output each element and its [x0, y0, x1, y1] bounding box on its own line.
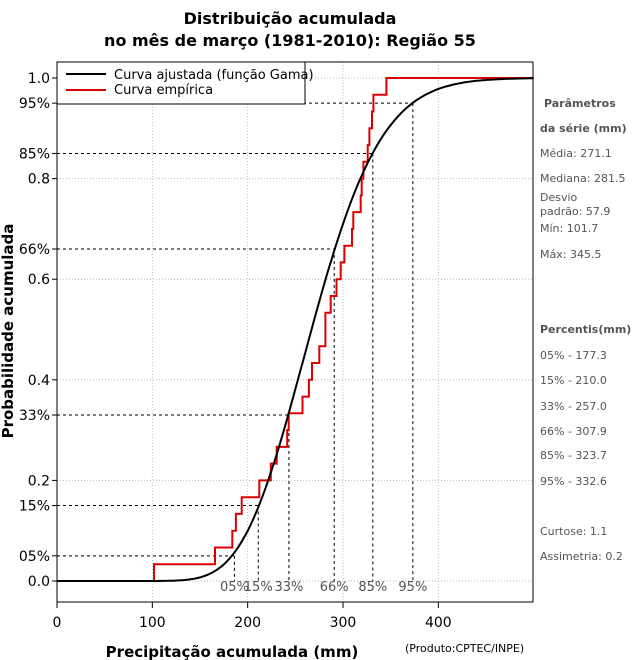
chart-title-line1: Distribuição acumulada	[184, 9, 397, 28]
y-tick-label-9: 85%	[19, 146, 50, 162]
y-tick-label-1: 05%	[19, 549, 50, 565]
percentil-66: 66% - 307.9	[540, 425, 607, 438]
y-tick-label-3: 0.2	[28, 473, 50, 489]
y-tick-label-8: 0.8	[28, 172, 50, 188]
percentile-label-15%: 15%	[244, 580, 273, 595]
plot-frame	[56, 61, 534, 603]
y-tick-label-10: 95%	[19, 96, 50, 112]
percentile-label-95%: 95%	[398, 580, 427, 595]
percentil-05: 05% - 177.3	[540, 349, 607, 362]
x-tick-label-4: 400	[425, 615, 452, 631]
params-title-2: da série (mm)	[540, 122, 627, 135]
y-tick-label-4: 33%	[19, 408, 50, 424]
legend: Curva ajustada (função Gama) Curva empír…	[56, 61, 314, 105]
percentil-15: 15% - 210.0	[540, 374, 607, 387]
stat-assimetria: Assimetria: 0.2	[540, 550, 623, 563]
legend-label-empirical: Curva empírica	[114, 83, 213, 98]
credit-text: (Produto:CPTEC/INPE)	[405, 642, 524, 655]
grid-lines	[57, 62, 533, 602]
y-tick-label-2: 15%	[19, 499, 50, 515]
percentile-label-05%: 05%	[220, 580, 249, 595]
y-tick-label-0: 0.0	[28, 574, 50, 590]
stat-media: Média: 271.1	[540, 147, 612, 160]
x-tick-label-2: 200	[234, 615, 261, 631]
percentis-title: Percentis(mm)	[540, 323, 631, 336]
x-axis: 0 100 200 300 400	[53, 602, 452, 631]
percentil-85: 85% - 323.7	[540, 449, 607, 462]
stat-min: Mín: 101.7	[540, 222, 598, 235]
percentile-labels: 05%15% 33% 66% 85% 95%	[220, 580, 427, 595]
chart-title-line2: no mês de março (1981-2010): Região 55	[104, 31, 476, 50]
params-title-1: Parâmetros	[544, 97, 616, 110]
x-tick-label-1: 100	[139, 615, 166, 631]
legend-label-gamma: Curva ajustada (função Gama)	[114, 68, 314, 83]
y-tick-label-11: 1.0	[28, 71, 50, 87]
percentile-guides	[57, 102, 414, 581]
y-tick-label-6: 0.6	[28, 272, 50, 288]
curves	[57, 77, 534, 582]
y-axis: 0.0 05% 15% 0.2 33% 0.4 0.6 66% 0.8 85% 95% 1.0	[19, 71, 57, 590]
percentil-95: 95% - 332.6	[540, 475, 607, 488]
y-axis-title: Probabilidade acumulada	[0, 224, 17, 439]
percentile-label-33%: 33%	[274, 580, 303, 595]
empirical-curve	[57, 77, 534, 582]
stat-max: Máx: 345.5	[540, 248, 601, 261]
gamma-fitted-curve	[57, 77, 534, 582]
legend-box	[56, 61, 306, 105]
stat-desvio-2: padrão: 57.9	[540, 205, 610, 218]
percentil-33: 33% - 257.0	[540, 400, 607, 413]
x-axis-title: Precipitação acumulada (mm)	[106, 643, 359, 660]
x-tick-label-0: 0	[53, 615, 62, 631]
x-tick-label-3: 300	[330, 615, 357, 631]
stat-mediana: Mediana: 281.5	[540, 172, 625, 185]
stat-curtose: Curtose: 1.1	[540, 525, 607, 538]
y-tick-label-5: 0.4	[28, 373, 50, 389]
y-tick-label-7: 66%	[19, 242, 50, 258]
stats-sidebar: Parâmetros da série (mm) Média: 271.1 Me…	[540, 97, 631, 563]
stat-desvio-1: Desvio	[540, 191, 578, 204]
percentile-label-85%: 85%	[358, 580, 387, 595]
percentile-label-66%: 66%	[320, 580, 349, 595]
